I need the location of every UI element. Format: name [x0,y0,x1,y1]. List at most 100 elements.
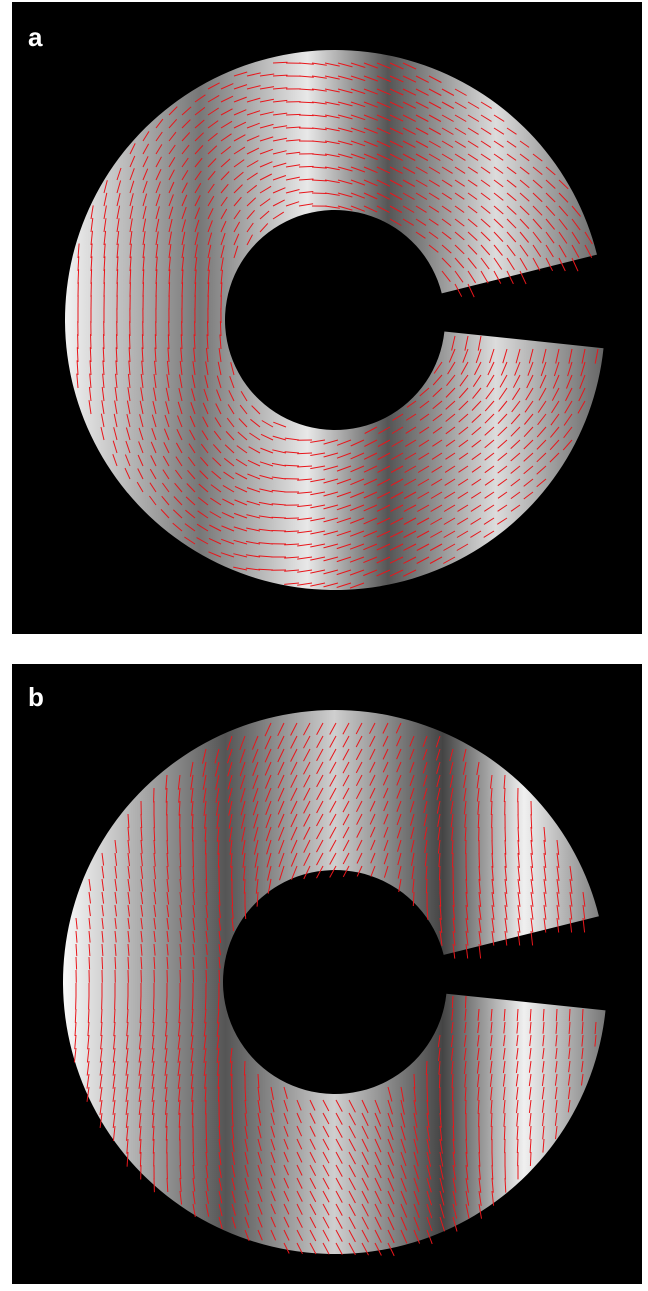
vector [426,1061,427,1075]
vector [193,1139,194,1153]
vector [78,269,79,284]
vector [504,1126,505,1140]
vector [155,334,156,349]
vector [77,347,78,362]
vector [219,1087,220,1102]
vector [206,840,207,855]
vector [465,996,466,1008]
vector [166,1126,167,1141]
vector [284,518,299,519]
vector [440,866,441,880]
panel-label: b [28,682,44,712]
vector [140,1152,141,1167]
vector [284,531,299,532]
page: a b (() => { const data = JSON.parse(doc… [0,0,648,1291]
vector [299,115,314,116]
vector [219,879,220,893]
vector [75,1009,76,1023]
vector [312,193,327,194]
vector [88,1009,89,1023]
vector [90,347,91,362]
vector [156,282,157,297]
vector [130,269,131,284]
vector [104,269,105,284]
vector [440,1100,441,1115]
vector [91,334,92,349]
vector [479,853,480,868]
vector [426,879,427,893]
vector [76,957,77,970]
vector [440,892,441,907]
vector [297,453,312,454]
vector [129,334,130,349]
vector [271,531,286,532]
vector [141,814,142,828]
vector [220,321,221,336]
vector [192,996,193,1010]
vector [232,1100,233,1114]
panel-label: a [28,22,43,52]
vector [128,996,129,1010]
vector [102,957,103,969]
vector [142,334,143,349]
figure: a b [0,0,648,1291]
vector [244,1061,245,1076]
vector [492,840,493,855]
vector [273,62,288,63]
vector [466,1100,467,1114]
vector [244,879,245,894]
vector [219,970,220,982]
vector [182,282,183,297]
vector [245,905,246,919]
vector [232,1074,233,1089]
vector [91,269,92,284]
vector [193,970,194,983]
vector [180,1152,181,1166]
vector [117,269,118,284]
vector [154,827,155,841]
vector [128,957,129,969]
vector [154,996,155,1010]
vector [453,879,454,894]
vector [169,282,170,297]
vector [193,853,194,867]
panel-a: a [12,2,642,634]
vector [141,996,142,1010]
vector [208,321,209,336]
vector [517,1139,518,1153]
vector [479,1139,480,1154]
vector [556,1009,557,1021]
vector [582,1009,583,1021]
vector [286,114,301,115]
vector [504,788,505,802]
vector [453,1087,454,1101]
vector [117,334,118,349]
vector [231,866,232,881]
vector [299,166,314,167]
vector [439,1074,440,1088]
vector [205,996,206,1010]
vector [206,866,207,880]
vector [453,1113,454,1128]
vector [168,334,169,349]
vector [153,1139,154,1154]
vector [179,996,180,1010]
vector [505,827,506,842]
vector [530,1152,531,1166]
vector [218,853,219,868]
vector [453,853,454,867]
vector [206,970,207,983]
vector [569,1009,570,1021]
panel-b: b [12,664,642,1284]
vector [413,892,414,906]
vector [143,282,144,297]
vector [193,827,194,842]
vector [180,970,181,983]
vector [427,1087,428,1102]
vector [115,957,116,969]
vector [195,282,196,297]
vector [491,801,492,815]
vector [89,957,90,969]
vector [104,334,105,349]
vector [166,996,167,1010]
